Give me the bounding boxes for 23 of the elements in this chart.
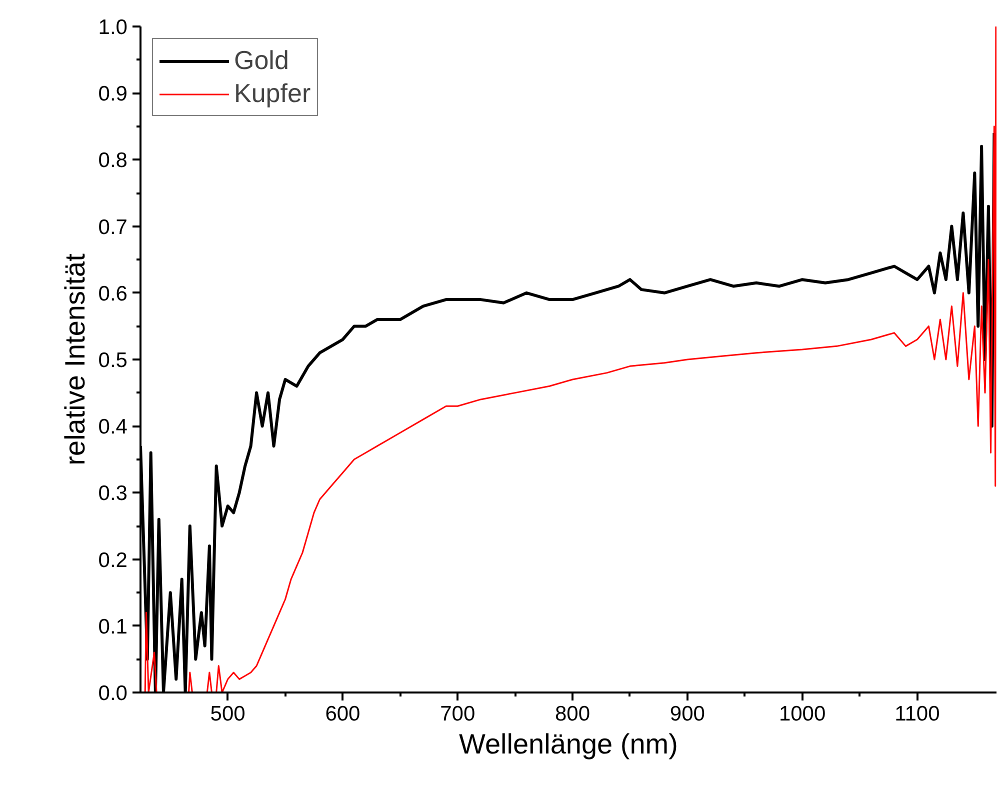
x-tick-label: 600 xyxy=(325,702,360,726)
x-tick-label: 700 xyxy=(440,702,476,726)
x-tick-label: 800 xyxy=(555,702,590,726)
y-tick-label: 0.5 xyxy=(98,349,128,372)
y-tick-label: 0.1 xyxy=(98,615,128,638)
legend-label: Gold xyxy=(234,45,289,76)
y-tick-label: 0.0 xyxy=(98,682,128,705)
legend-label: Kupfer xyxy=(234,78,311,109)
line-series xyxy=(144,26,996,692)
x-tick-label: 500 xyxy=(210,702,246,726)
y-tick-label: 0.6 xyxy=(98,282,128,306)
y-tick-label: 0.8 xyxy=(98,149,128,172)
y-tick-label: 0.2 xyxy=(98,548,128,572)
x-axis-title: Wellenlänge (nm) xyxy=(459,728,678,760)
y-tick-label: 0.9 xyxy=(98,82,128,106)
x-tick-label: 900 xyxy=(670,702,705,726)
y-tick-label: 0.4 xyxy=(98,416,128,439)
y-tick-label: 1.0 xyxy=(98,16,128,39)
x-tick-label: 1100 xyxy=(894,702,940,726)
y-tick-label: 0.7 xyxy=(98,216,128,239)
x-tick-label: 1000 xyxy=(778,702,826,726)
y-axis-title: relative Intensität xyxy=(59,253,90,466)
y-tick-label: 0.3 xyxy=(98,482,128,506)
